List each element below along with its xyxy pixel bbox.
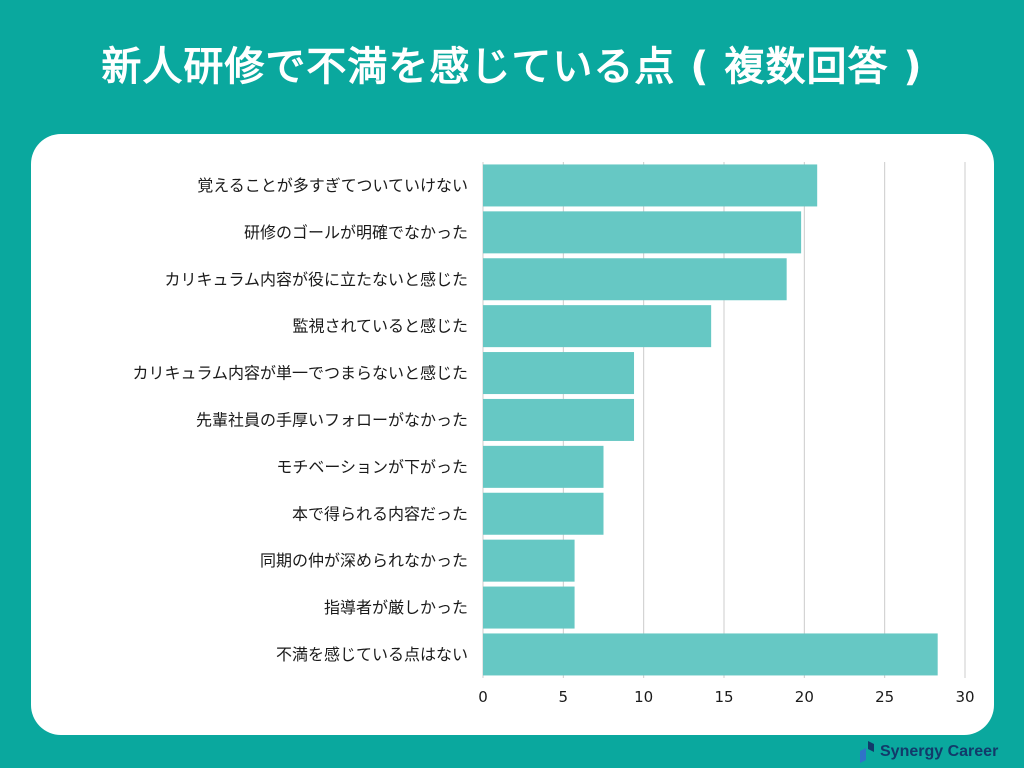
x-tick-label: 10 — [634, 688, 653, 706]
bar — [483, 633, 938, 676]
bar — [483, 586, 575, 629]
chart-title: 新人研修で不満を感じている点 ( 複数回答 ) — [101, 44, 923, 90]
bar — [483, 258, 787, 301]
category-label: 研修のゴールが明確でなかった — [244, 223, 468, 242]
category-label: 監視されていると感じた — [292, 317, 468, 336]
brand-name: Synergy Career — [880, 743, 999, 760]
category-label: 不満を感じている点はない — [276, 645, 468, 664]
category-label: 先輩社員の手厚いフォローがなかった — [196, 410, 468, 429]
bar — [483, 539, 575, 582]
bar — [483, 305, 712, 348]
category-label: 指導者が厳しかった — [324, 598, 468, 617]
x-tick-labels: 0 5 10 15 20 25 30 — [478, 688, 974, 706]
category-label: カリキュラム内容が役に立たないと感じた — [164, 270, 468, 289]
category-label: 本で得られる内容だった — [292, 504, 468, 523]
bar — [483, 398, 635, 441]
category-label: モチベーションが下がった — [276, 457, 468, 476]
category-label: カリキュラム内容が単一でつまらないと感じた — [132, 364, 468, 383]
x-tick-label: 20 — [795, 688, 814, 706]
x-tick-label: 25 — [875, 688, 894, 706]
bar — [483, 164, 818, 207]
bar — [483, 352, 635, 395]
brand-logo: Synergy Career — [858, 740, 998, 764]
x-tick-label: 30 — [955, 688, 974, 706]
category-labels: 覚えることが多すぎてついていけない研修のゴールが明確でなかったカリキュラム内容が… — [132, 176, 468, 664]
x-tick-label: 0 — [478, 688, 488, 706]
category-label: 覚えることが多すぎてついていけない — [197, 176, 468, 195]
synergy-career-logo-icon — [860, 741, 874, 763]
x-tick-label: 15 — [714, 688, 733, 706]
bar — [483, 211, 802, 254]
bars — [483, 164, 938, 676]
bar — [483, 445, 604, 488]
bar — [483, 492, 604, 535]
x-tick-label: 5 — [559, 688, 569, 706]
category-label: 同期の仲が深められなかった — [260, 551, 468, 570]
